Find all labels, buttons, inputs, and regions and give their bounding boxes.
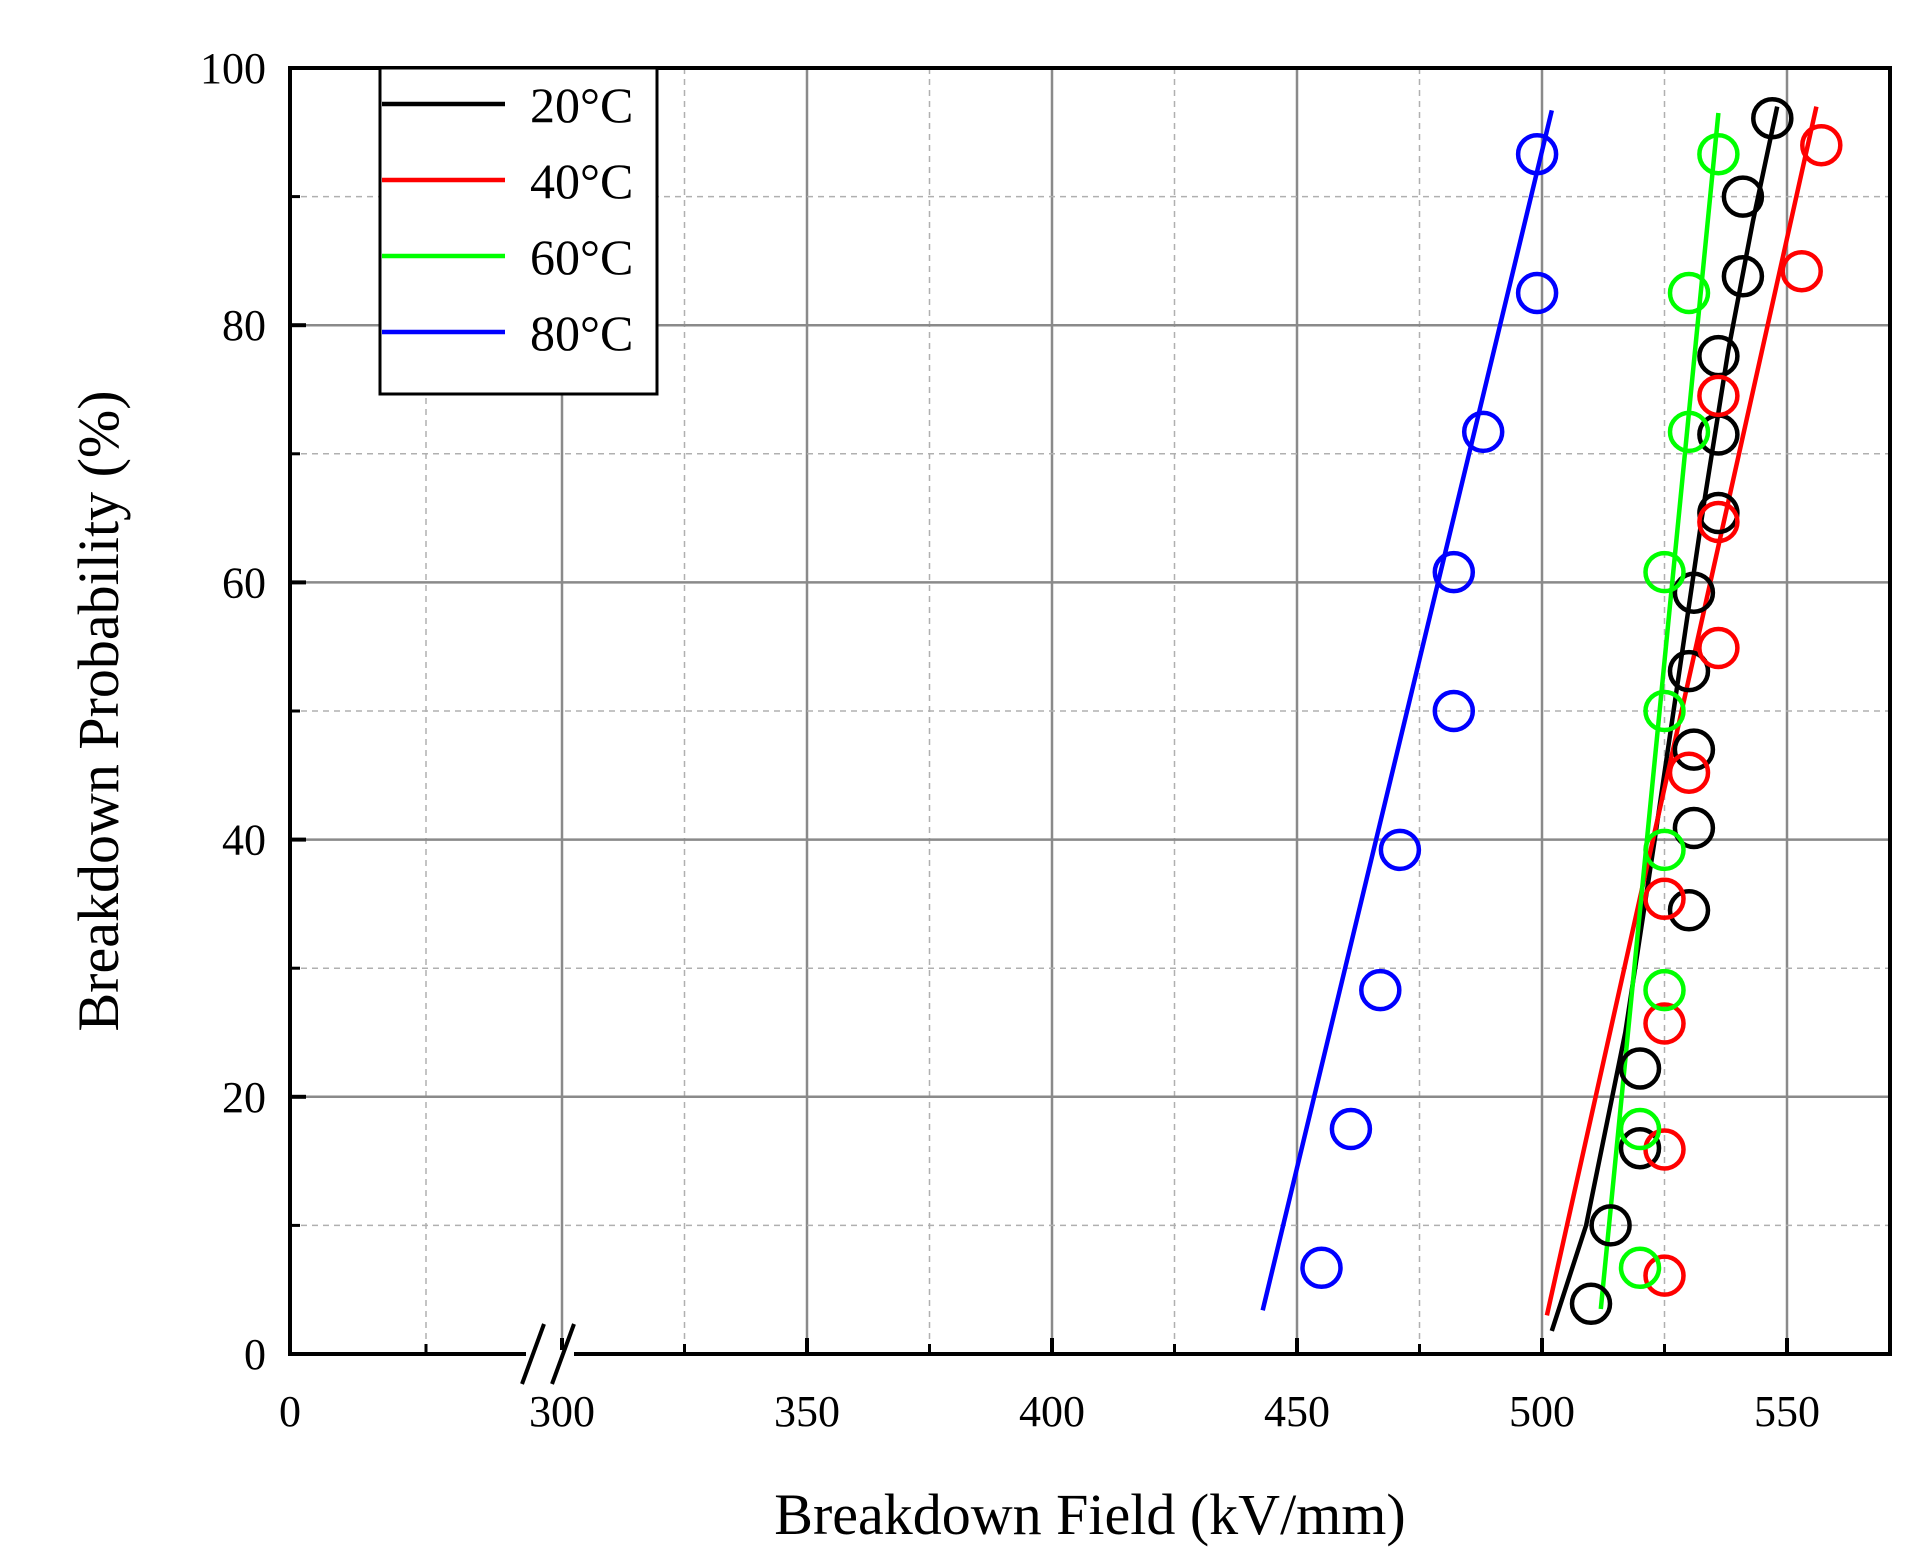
data-point-series-2 bbox=[1667, 410, 1711, 454]
y-tick-label: 20 bbox=[222, 1073, 266, 1122]
data-point-series-1 bbox=[1697, 500, 1740, 544]
plot-frame bbox=[288, 66, 1892, 1356]
x-axis-break bbox=[520, 1323, 576, 1385]
data-point-series-1 bbox=[1780, 249, 1823, 293]
data-point-series-2 bbox=[1618, 1246, 1662, 1290]
x-tick-label: 550 bbox=[1754, 1387, 1820, 1436]
x-tick-label: 300 bbox=[529, 1387, 595, 1436]
data-point-series-0 bbox=[1697, 491, 1740, 535]
data-point-series-3 bbox=[1359, 968, 1402, 1012]
data-point-series-1 bbox=[1697, 626, 1740, 670]
y-tick-label: 60 bbox=[222, 558, 266, 607]
data-point-series-2 bbox=[1643, 550, 1686, 594]
data-point-series-3 bbox=[1432, 550, 1476, 594]
tick-labels: 0 300 350 400 450 500 550 0 20 40 60 80 100 bbox=[200, 44, 1820, 1436]
data-point-series-0 bbox=[1672, 728, 1716, 771]
data-point-series-0 bbox=[1672, 806, 1716, 850]
axis-break-slash bbox=[550, 1323, 576, 1385]
fit-line-series-3 bbox=[1260, 109, 1554, 1311]
data-point-series-3 bbox=[1515, 132, 1559, 176]
data-point-series-0 bbox=[1618, 1126, 1662, 1170]
data-points bbox=[1300, 96, 1843, 1326]
data-point-series-2 bbox=[1643, 968, 1686, 1012]
data-point-series-0 bbox=[1672, 571, 1716, 614]
data-point-series-2 bbox=[1643, 689, 1686, 733]
fit-line-series-0 bbox=[1549, 106, 1780, 1332]
fit-line-series-2 bbox=[1598, 112, 1721, 1310]
data-point-series-2 bbox=[1618, 1107, 1662, 1151]
data-point-series-0 bbox=[1589, 1204, 1632, 1247]
data-point-series-1 bbox=[1643, 1002, 1686, 1045]
y-tick-label: 40 bbox=[222, 816, 266, 865]
axis-break-gap bbox=[526, 1350, 574, 1358]
legend-label-series-2: 60°C bbox=[530, 229, 633, 285]
y-tick-label: 100 bbox=[200, 44, 266, 93]
data-point-series-0 bbox=[1569, 1282, 1613, 1326]
data-point-series-3 bbox=[1461, 410, 1505, 454]
data-point-series-3 bbox=[1329, 1107, 1373, 1151]
data-point-series-3 bbox=[1300, 1246, 1343, 1290]
y-tick-label: 0 bbox=[244, 1330, 266, 1379]
data-point-series-1 bbox=[1800, 123, 1843, 167]
legend-label-series-0: 20°C bbox=[530, 77, 633, 133]
x-tick-label: 500 bbox=[1509, 1387, 1575, 1436]
data-point-series-3 bbox=[1515, 271, 1559, 315]
data-point-series-0 bbox=[1721, 255, 1765, 298]
legend-label-series-3: 80°C bbox=[530, 305, 633, 361]
data-point-series-2 bbox=[1643, 828, 1686, 872]
data-point-series-0 bbox=[1667, 649, 1711, 693]
data-point-series-1 bbox=[1697, 374, 1740, 418]
x-tick-label: 450 bbox=[1264, 1387, 1330, 1436]
data-point-series-0 bbox=[1618, 1047, 1662, 1090]
axis-break-slash bbox=[520, 1323, 546, 1385]
data-point-series-0 bbox=[1751, 96, 1794, 140]
data-point-series-1 bbox=[1643, 877, 1686, 921]
data-point-series-2 bbox=[1667, 271, 1711, 315]
legend-box bbox=[378, 66, 659, 396]
data-point-series-0 bbox=[1721, 175, 1765, 218]
x-tick-label: 0 bbox=[279, 1387, 301, 1436]
data-point-series-3 bbox=[1432, 689, 1476, 733]
x-tick-label: 400 bbox=[1019, 1387, 1085, 1436]
data-point-series-3 bbox=[1378, 828, 1422, 872]
legend: 20°C 40°C 60°C 80°C bbox=[378, 66, 659, 396]
data-point-series-0 bbox=[1697, 334, 1740, 378]
legend-label-series-1: 40°C bbox=[530, 153, 633, 209]
x-tick-label: 350 bbox=[774, 1387, 840, 1436]
y-axis-title: Breakdown Probability (%) bbox=[66, 390, 131, 1031]
data-point-series-0 bbox=[1667, 889, 1711, 932]
data-point-series-1 bbox=[1667, 751, 1711, 794]
data-point-series-1 bbox=[1643, 1254, 1686, 1297]
y-tick-label: 80 bbox=[222, 301, 266, 350]
x-axis-title: Breakdown Field (kV/mm) bbox=[774, 1482, 1405, 1547]
data-point-series-2 bbox=[1697, 132, 1740, 176]
